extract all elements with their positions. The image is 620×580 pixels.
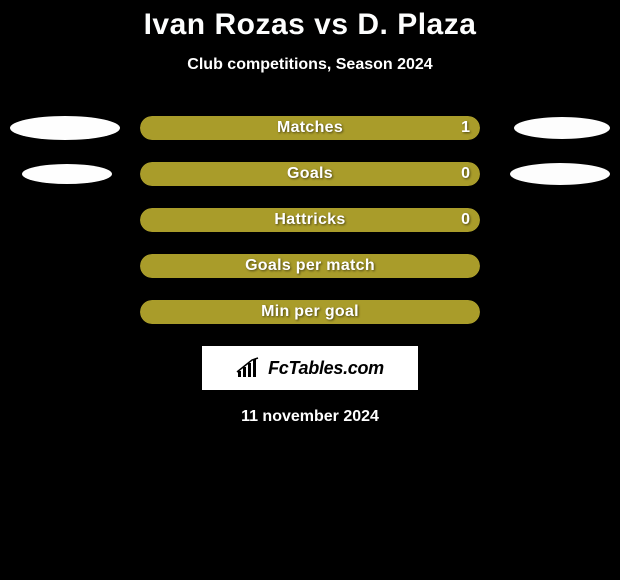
right-slot [480, 300, 620, 324]
stat-bar: Goals per match [140, 254, 480, 278]
stat-value: 0 [461, 208, 470, 232]
left-slot [0, 300, 140, 324]
stat-row-goals-per-match: Goals per match [0, 254, 620, 278]
stat-value: 0 [461, 162, 470, 186]
stat-label: Matches [140, 116, 480, 140]
stat-label: Goals [140, 162, 480, 186]
stat-bar: Goals 0 [140, 162, 480, 186]
stat-bar: Matches 1 [140, 116, 480, 140]
right-slot [480, 208, 620, 232]
footer-date: 11 november 2024 [0, 408, 620, 426]
right-slot [480, 162, 620, 186]
ellipse-left-icon [22, 164, 112, 184]
page-title: Ivan Rozas vs D. Plaza [0, 8, 620, 42]
left-slot [0, 208, 140, 232]
chart-area: Matches 1 Goals 0 [0, 116, 620, 324]
left-slot [0, 116, 140, 140]
stat-bar: Min per goal [140, 300, 480, 324]
left-slot [0, 162, 140, 186]
ellipse-right-icon [514, 117, 610, 139]
ellipse-left-icon [10, 116, 120, 140]
comparison-infographic: Ivan Rozas vs D. Plaza Club competitions… [0, 0, 620, 426]
stat-value: 1 [461, 116, 470, 140]
footer-logo-text: FcTables.com [268, 358, 384, 379]
stat-label: Min per goal [140, 300, 480, 324]
footer-logo: FcTables.com [202, 346, 418, 390]
stat-row-hattricks: Hattricks 0 [0, 208, 620, 232]
right-slot [480, 116, 620, 140]
left-slot [0, 254, 140, 278]
stat-row-matches: Matches 1 [0, 116, 620, 140]
page-subtitle: Club competitions, Season 2024 [0, 56, 620, 74]
stat-label: Hattricks [140, 208, 480, 232]
chart-bars-icon [236, 357, 262, 379]
stat-label: Goals per match [140, 254, 480, 278]
stat-row-goals: Goals 0 [0, 162, 620, 186]
ellipse-right-icon [510, 163, 610, 185]
right-slot [480, 254, 620, 278]
stat-bar: Hattricks 0 [140, 208, 480, 232]
stat-row-min-per-goal: Min per goal [0, 300, 620, 324]
